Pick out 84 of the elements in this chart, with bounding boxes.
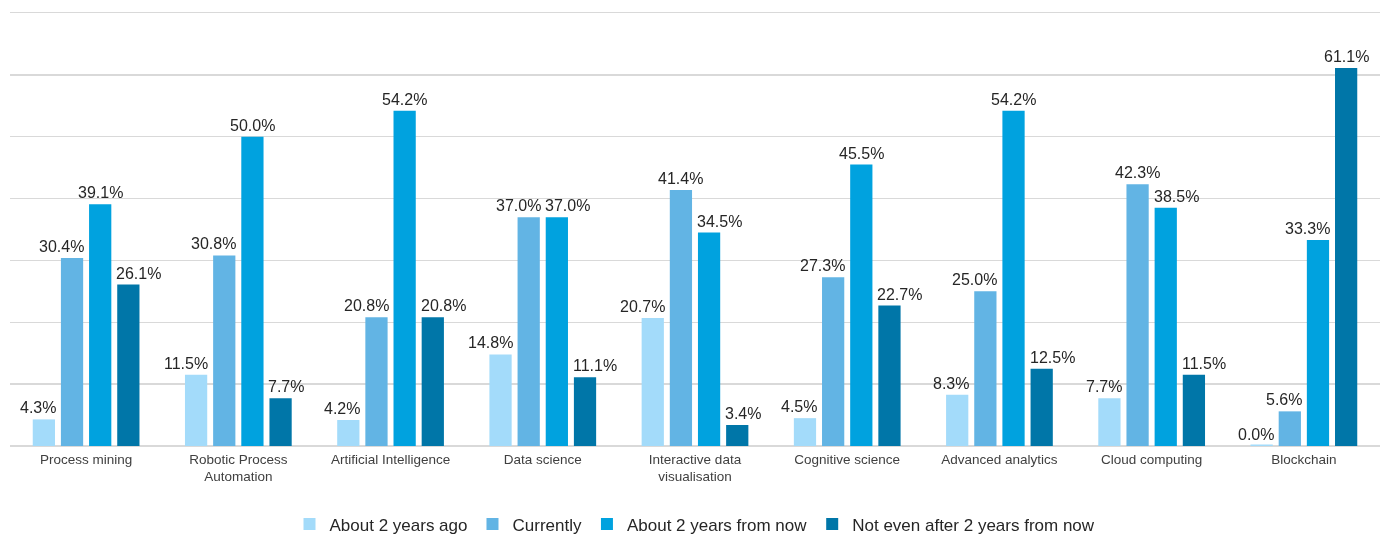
data-label: 8.3% [933, 375, 970, 392]
bar [337, 420, 360, 446]
data-label: 7.7% [1086, 378, 1123, 395]
bar [365, 317, 388, 446]
bar [89, 204, 112, 446]
x-tick-label: Data science [503, 451, 582, 467]
bar [1335, 68, 1358, 446]
legend-label: About 2 years ago [329, 515, 468, 535]
data-label: 41.4% [658, 170, 704, 187]
data-label: 38.5% [1154, 188, 1200, 205]
data-label: 34.5% [697, 213, 743, 230]
bar [184, 374, 208, 446]
legend-label: Not even after 2 years from now [852, 515, 1095, 535]
data-label: 5.6% [1266, 391, 1303, 408]
data-label: 20.8% [344, 297, 390, 314]
data-label: 20.7% [620, 298, 666, 315]
bar [1098, 398, 1121, 446]
bar [669, 189, 693, 446]
bar [726, 424, 749, 446]
data-label: 27.3% [800, 257, 846, 274]
bar [822, 277, 845, 446]
x-tick-label: Blockchain [1271, 451, 1337, 467]
bar [641, 317, 664, 446]
data-label: 3.4% [725, 405, 762, 422]
bar [32, 419, 55, 446]
bar [1030, 368, 1053, 446]
data-label: 37.0% [496, 197, 542, 214]
bar [697, 232, 721, 446]
data-label: 0.0% [1238, 426, 1275, 443]
bar [878, 305, 901, 446]
bar [974, 291, 997, 446]
bar [1154, 207, 1177, 446]
legend-label: Currently [512, 515, 582, 535]
data-label: 39.1% [78, 184, 124, 201]
data-label: 26.1% [116, 265, 162, 282]
data-label: 22.7% [877, 286, 923, 303]
bar [1002, 110, 1025, 446]
data-label: 50.0% [230, 117, 276, 134]
data-label: 30.4% [39, 238, 85, 255]
bar [573, 377, 597, 446]
data-label: 42.3% [1115, 164, 1161, 181]
data-label: 30.8% [191, 235, 237, 252]
data-label: 14.8% [468, 334, 514, 351]
x-tick-label: Robotic Process Automation [189, 451, 288, 485]
data-label: 11.5% [164, 355, 209, 372]
bar [393, 110, 416, 446]
bar [421, 317, 444, 446]
bar [117, 284, 140, 446]
bar [1126, 184, 1149, 446]
bar [1306, 240, 1330, 446]
bar [489, 354, 512, 446]
bar [946, 394, 969, 446]
bar [850, 164, 873, 446]
data-label: 7.7% [268, 378, 305, 395]
bar [793, 418, 817, 446]
data-label: 4.2% [324, 400, 361, 417]
data-label: 20.8% [421, 297, 467, 314]
x-tick-label: Cloud computing [1101, 451, 1203, 467]
data-label: 4.3% [20, 399, 57, 416]
data-label: 4.5% [781, 398, 818, 415]
bar [241, 136, 264, 446]
bar [517, 217, 540, 446]
x-tick-label: Process mining [39, 451, 133, 467]
bar [1182, 374, 1206, 446]
legend-label: About 2 years from now [626, 515, 808, 535]
x-tick-label: Cognitive science [794, 451, 901, 467]
bar [1278, 411, 1301, 446]
x-tick-label: Artificial Intelligence [330, 451, 451, 467]
bar [269, 398, 292, 446]
x-tick-label: Interactive data visualisation [648, 451, 742, 485]
bar [60, 257, 84, 446]
data-label: 37.0% [545, 197, 591, 214]
data-label: 61.1% [1324, 48, 1370, 65]
data-label: 45.5% [839, 145, 885, 162]
data-label: 25.0% [952, 271, 998, 288]
data-label: 54.2% [382, 91, 428, 108]
bar [213, 255, 236, 446]
x-tick-label: Advanced analytics [941, 451, 1058, 467]
data-label: 12.5% [1030, 349, 1076, 366]
data-label: 11.1% [573, 357, 618, 374]
data-label: 33.3% [1285, 220, 1331, 237]
data-label: 11.5% [1182, 355, 1227, 372]
bar [545, 217, 568, 446]
data-label: 54.2% [991, 91, 1037, 108]
